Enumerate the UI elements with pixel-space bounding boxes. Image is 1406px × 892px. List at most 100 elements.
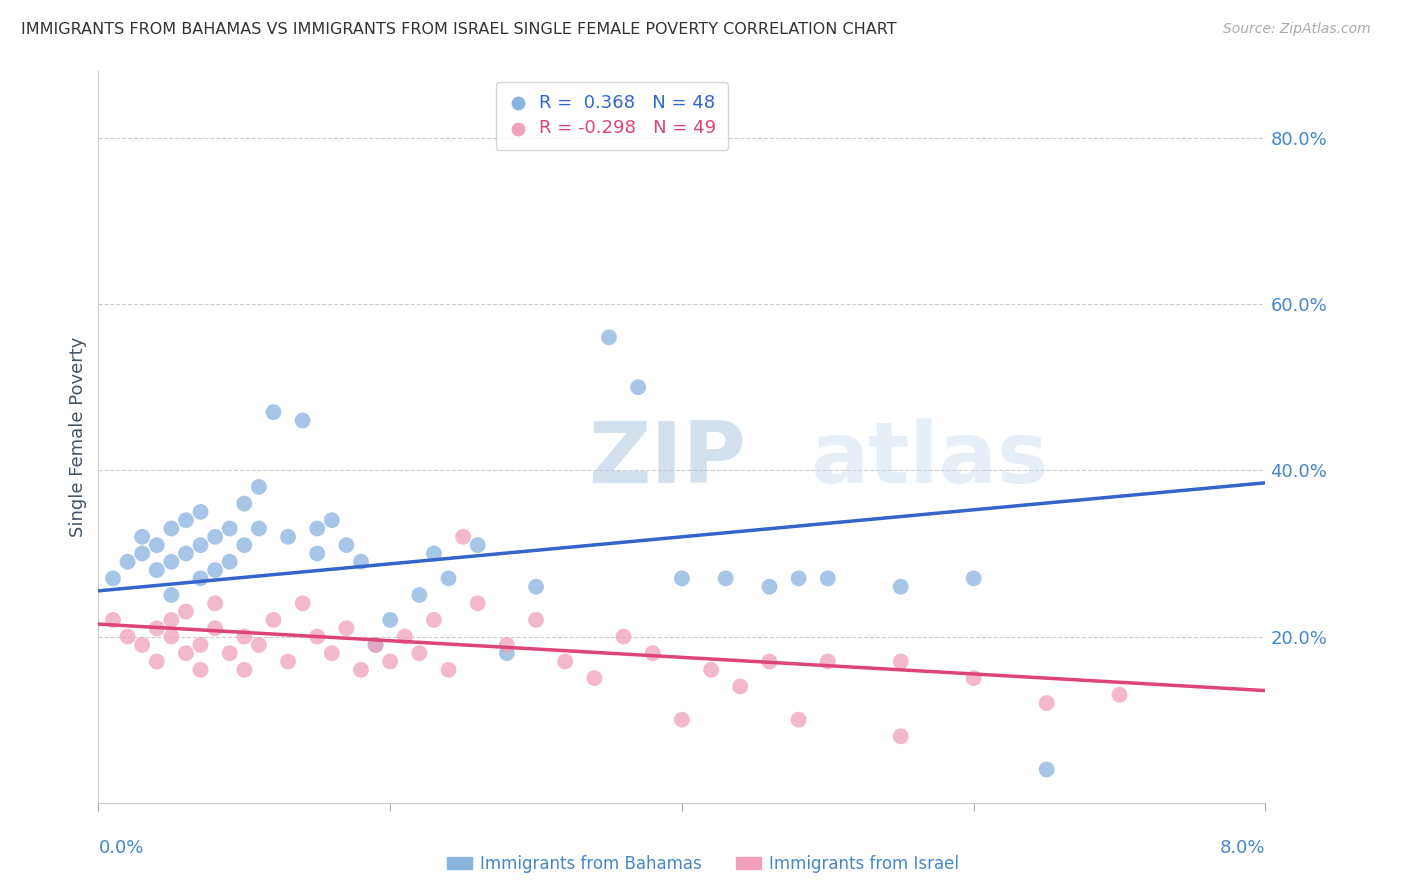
Point xyxy=(146,655,169,669)
Point xyxy=(146,563,169,577)
Point xyxy=(437,663,460,677)
Point xyxy=(758,655,780,669)
Point xyxy=(160,613,183,627)
Point xyxy=(218,555,240,569)
Point xyxy=(408,646,430,660)
Point xyxy=(117,630,139,644)
Point xyxy=(817,571,839,585)
Point xyxy=(627,380,650,394)
Point xyxy=(437,571,460,585)
Point xyxy=(787,571,810,585)
Point xyxy=(174,546,197,560)
Point xyxy=(101,571,124,585)
Point xyxy=(321,513,343,527)
Text: IMMIGRANTS FROM BAHAMAS VS IMMIGRANTS FROM ISRAEL SINGLE FEMALE POVERTY CORRELAT: IMMIGRANTS FROM BAHAMAS VS IMMIGRANTS FR… xyxy=(21,22,897,37)
Point xyxy=(291,413,314,427)
Point xyxy=(700,663,723,677)
Point xyxy=(394,630,416,644)
Point xyxy=(233,630,256,644)
Point xyxy=(160,588,183,602)
Point xyxy=(1035,696,1057,710)
Point xyxy=(233,538,256,552)
Point xyxy=(598,330,620,344)
Point xyxy=(524,580,547,594)
Point xyxy=(131,530,153,544)
Point xyxy=(1035,763,1057,777)
Legend: Immigrants from Bahamas, Immigrants from Israel: Immigrants from Bahamas, Immigrants from… xyxy=(440,848,966,880)
Point xyxy=(190,538,212,552)
Point xyxy=(496,638,519,652)
Point xyxy=(612,630,634,644)
Point xyxy=(671,713,693,727)
Point xyxy=(641,646,664,660)
Point xyxy=(554,655,576,669)
Point xyxy=(247,638,270,652)
Point xyxy=(233,663,256,677)
Point xyxy=(817,655,839,669)
Point xyxy=(408,588,430,602)
Point xyxy=(146,538,169,552)
Point xyxy=(321,646,343,660)
Point xyxy=(117,555,139,569)
Point xyxy=(160,521,183,535)
Point xyxy=(101,613,124,627)
Point xyxy=(160,630,183,644)
Point xyxy=(190,571,212,585)
Point xyxy=(233,497,256,511)
Point xyxy=(423,613,446,627)
Point xyxy=(291,596,314,610)
Point xyxy=(890,580,912,594)
Point xyxy=(131,546,153,560)
Text: Source: ZipAtlas.com: Source: ZipAtlas.com xyxy=(1223,22,1371,37)
Legend: R =  0.368   N = 48, R = -0.298   N = 49: R = 0.368 N = 48, R = -0.298 N = 49 xyxy=(495,81,728,150)
Point xyxy=(451,530,474,544)
Point xyxy=(190,663,212,677)
Point xyxy=(247,521,270,535)
Point xyxy=(218,521,240,535)
Point xyxy=(1108,688,1130,702)
Point xyxy=(378,655,402,669)
Point xyxy=(364,638,387,652)
Point xyxy=(277,655,299,669)
Point xyxy=(758,580,780,594)
Point xyxy=(524,613,547,627)
Point xyxy=(671,571,693,585)
Point xyxy=(890,655,912,669)
Point xyxy=(174,646,197,660)
Point xyxy=(890,729,912,743)
Point xyxy=(190,505,212,519)
Point xyxy=(307,521,329,535)
Point xyxy=(218,646,240,660)
Point xyxy=(962,671,984,685)
Text: ZIP: ZIP xyxy=(589,417,747,500)
Point xyxy=(962,571,984,585)
Point xyxy=(467,596,489,610)
Point xyxy=(131,638,153,652)
Point xyxy=(190,638,212,652)
Point xyxy=(583,671,606,685)
Point xyxy=(728,680,751,694)
Point xyxy=(364,638,387,652)
Point xyxy=(204,596,226,610)
Point xyxy=(174,513,197,527)
Point xyxy=(787,713,810,727)
Point xyxy=(335,538,357,552)
Point xyxy=(277,530,299,544)
Point xyxy=(204,621,226,635)
Point xyxy=(714,571,737,585)
Point xyxy=(335,621,357,635)
Point xyxy=(204,563,226,577)
Point xyxy=(160,555,183,569)
Point xyxy=(467,538,489,552)
Point xyxy=(350,555,373,569)
Point xyxy=(423,546,446,560)
Point xyxy=(262,613,284,627)
Text: 0.0%: 0.0% xyxy=(98,839,143,857)
Point xyxy=(204,530,226,544)
Point xyxy=(496,646,519,660)
Point xyxy=(307,546,329,560)
Point xyxy=(146,621,169,635)
Point xyxy=(350,663,373,677)
Y-axis label: Single Female Poverty: Single Female Poverty xyxy=(69,337,87,537)
Text: 8.0%: 8.0% xyxy=(1220,839,1265,857)
